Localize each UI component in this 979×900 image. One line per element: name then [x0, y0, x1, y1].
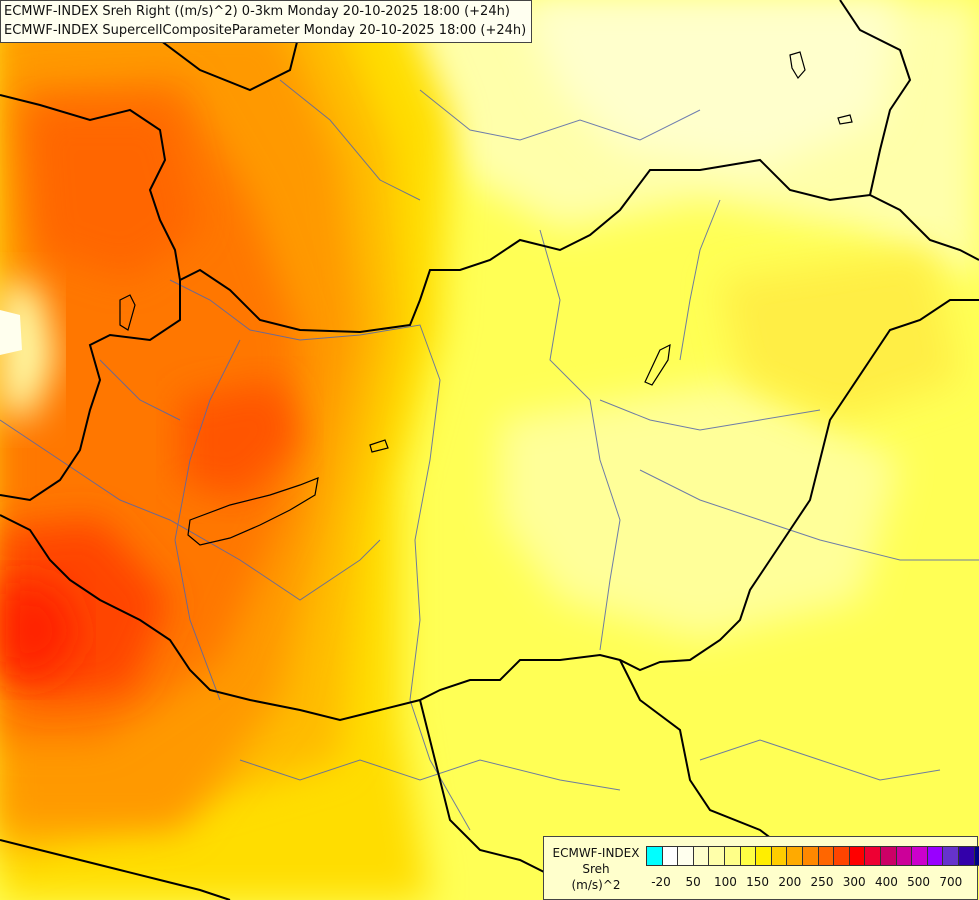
legend-swatch: [646, 846, 663, 866]
legend-swatch: [770, 846, 788, 866]
map-title-box: ECMWF-INDEX Sreh Right ((m/s)^2) 0-3km M…: [0, 0, 533, 43]
legend-swatch: [880, 846, 897, 866]
legend-swatch: [677, 846, 694, 866]
legend-swatch: [708, 846, 725, 866]
legend-tick-label: 500: [907, 875, 931, 889]
legend-title: ECMWF-INDEX: [552, 846, 640, 860]
legend-tick-label: 200: [778, 875, 802, 889]
map-title-line2: ECMWF-INDEX SupercellCompositeParameter …: [4, 23, 527, 38]
legend-tick-label: 50: [685, 875, 701, 889]
legend-variable: Sreh: [582, 862, 610, 876]
legend-tick-label: 250: [810, 875, 834, 889]
legend-swatch: [661, 846, 679, 866]
legend-swatch: [973, 846, 979, 866]
legend-swatch: [895, 846, 913, 866]
legend-tick-label: -20: [651, 875, 671, 889]
legend-unit: (m/s)^2: [571, 878, 621, 892]
map-title-line1: ECMWF-INDEX Sreh Right ((m/s)^2) 0-3km M…: [4, 4, 510, 19]
legend-tick-label: 150: [746, 875, 770, 889]
legend-swatch: [942, 846, 959, 866]
legend-tick-label: 700: [939, 875, 963, 889]
legend-swatch: [724, 846, 741, 866]
legend-swatch: [786, 846, 803, 866]
legend-swatch: [739, 846, 757, 866]
legend-tick-label: 100: [713, 875, 737, 889]
legend-swatch: [911, 846, 928, 866]
lakes: [119, 51, 853, 546]
legend-swatch: [958, 846, 975, 866]
legend-swatch: [802, 846, 819, 866]
legend-box: ECMWF-INDEX Sreh (m/s)^2 -20 50 100 150 200 2…: [543, 836, 979, 900]
legend-swatch: [755, 846, 772, 866]
legend-swatch: [692, 846, 710, 866]
legend-swatch: [926, 846, 944, 866]
legend-swatch: [833, 846, 850, 866]
legend-swatch: [817, 846, 835, 866]
legend-tick-label: 400: [874, 875, 898, 889]
legend-swatch: [848, 846, 866, 866]
legend-tick-label: 300: [842, 875, 866, 889]
legend-swatch: [864, 846, 881, 866]
